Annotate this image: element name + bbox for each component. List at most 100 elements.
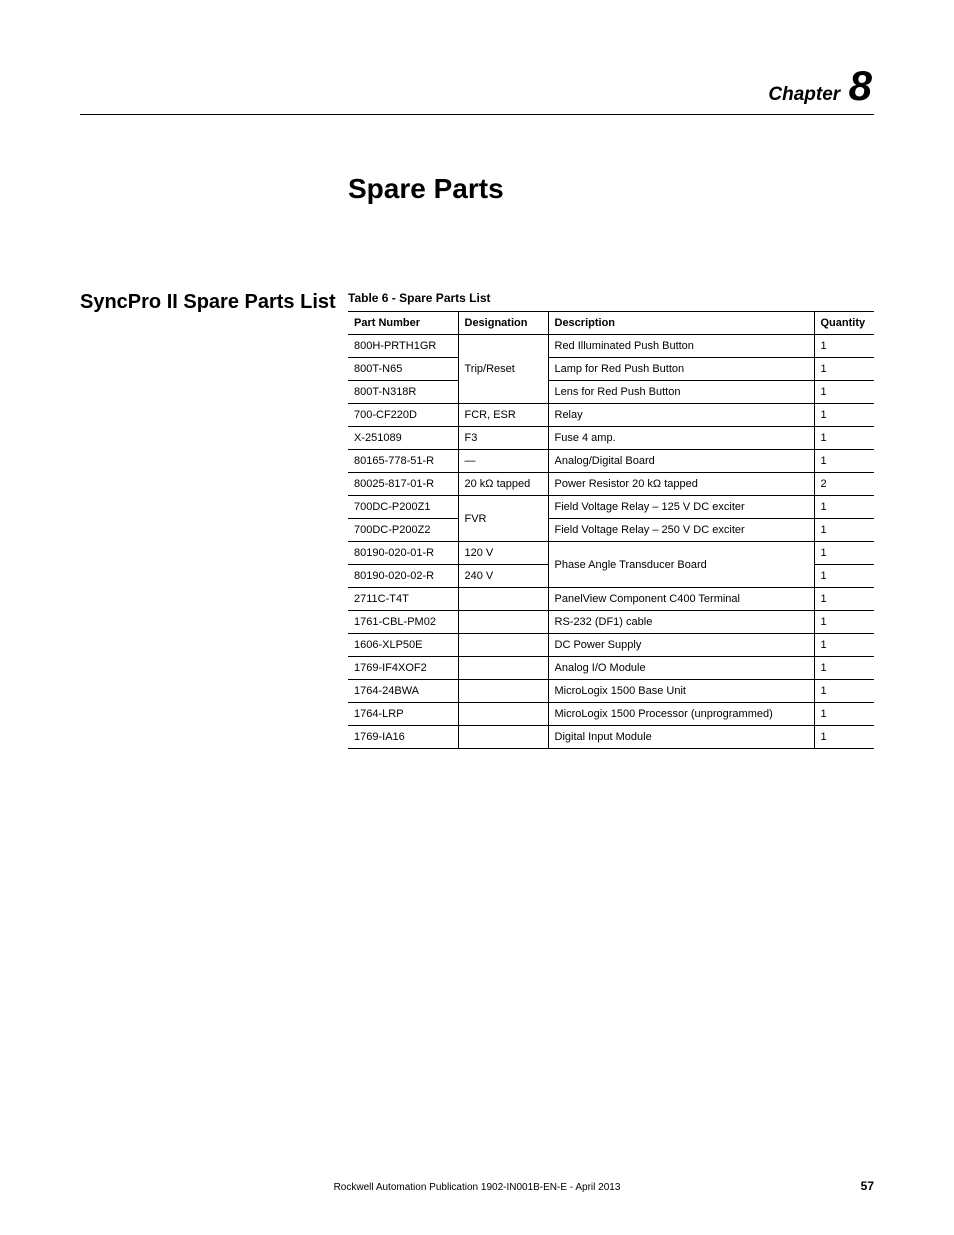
cell-description: Field Voltage Relay – 250 V DC exciter xyxy=(548,519,814,542)
cell-designation: F3 xyxy=(458,427,548,450)
table-body: 800H-PRTH1GRTrip/ResetRed Illuminated Pu… xyxy=(348,335,874,749)
cell-quantity: 1 xyxy=(814,611,874,634)
col-header-part: Part Number xyxy=(348,312,458,335)
cell-description: Lamp for Red Push Button xyxy=(548,358,814,381)
cell-part-number: 1761-CBL-PM02 xyxy=(348,611,458,634)
table-row: 80025-817-01-R20 kΩ tappedPower Resistor… xyxy=(348,473,874,496)
cell-quantity: 1 xyxy=(814,703,874,726)
cell-designation xyxy=(458,726,548,749)
table-row: 700DC-P200Z1FVRField Voltage Relay – 125… xyxy=(348,496,874,519)
table-row: 1769-IF4XOF2 Analog I/O Module1 xyxy=(348,657,874,680)
spare-parts-table: Part Number Designation Description Quan… xyxy=(348,311,874,749)
cell-description: Fuse 4 amp. xyxy=(548,427,814,450)
cell-description: Analog/Digital Board xyxy=(548,450,814,473)
cell-quantity: 1 xyxy=(814,588,874,611)
section-title: SyncPro II Spare Parts List xyxy=(80,291,348,313)
cell-description: Phase Angle Transducer Board xyxy=(548,542,814,588)
cell-part-number: X-251089 xyxy=(348,427,458,450)
cell-quantity: 1 xyxy=(814,542,874,565)
table-row: 800T-N318R Lens for Red Push Button1 xyxy=(348,381,874,404)
cell-designation: 240 V xyxy=(458,565,548,588)
table-row: 80165-778-51-R—Analog/Digital Board1 xyxy=(348,450,874,473)
cell-quantity: 1 xyxy=(814,496,874,519)
cell-designation: 120 V xyxy=(458,542,548,565)
cell-part-number: 80190-020-01-R xyxy=(348,542,458,565)
right-column: Table 6 - Spare Parts List Part Number D… xyxy=(348,291,874,749)
cell-quantity: 1 xyxy=(814,565,874,588)
cell-quantity: 1 xyxy=(814,358,874,381)
cell-description: MicroLogix 1500 Base Unit xyxy=(548,680,814,703)
cell-part-number: 1769-IF4XOF2 xyxy=(348,657,458,680)
cell-part-number: 1769-IA16 xyxy=(348,726,458,749)
table-row: 700-CF220DFCR, ESRRelay1 xyxy=(348,404,874,427)
cell-designation xyxy=(458,680,548,703)
cell-description: Relay xyxy=(548,404,814,427)
cell-part-number: 700-CF220D xyxy=(348,404,458,427)
cell-quantity: 1 xyxy=(814,450,874,473)
table-row: 800H-PRTH1GRTrip/ResetRed Illuminated Pu… xyxy=(348,335,874,358)
page-title: Spare Parts xyxy=(348,173,874,205)
table-row: X-251089F3Fuse 4 amp.1 xyxy=(348,427,874,450)
table-caption: Table 6 - Spare Parts List xyxy=(348,291,874,305)
chapter-number: 8 xyxy=(849,62,872,110)
cell-designation xyxy=(458,611,548,634)
cell-part-number: 800T-N318R xyxy=(348,381,458,404)
cell-quantity: 1 xyxy=(814,404,874,427)
chapter-header: Chapter 8 xyxy=(80,62,874,110)
cell-description: Red Illuminated Push Button xyxy=(548,335,814,358)
cell-quantity: 1 xyxy=(814,381,874,404)
cell-part-number: 700DC-P200Z2 xyxy=(348,519,458,542)
content-row: SyncPro II Spare Parts List Table 6 - Sp… xyxy=(80,291,874,749)
cell-description: Analog I/O Module xyxy=(548,657,814,680)
footer-publication: Rockwell Automation Publication 1902-IN0… xyxy=(80,1182,874,1193)
cell-description: Lens for Red Push Button xyxy=(548,381,814,404)
cell-designation xyxy=(458,657,548,680)
footer-page-number: 57 xyxy=(861,1179,874,1193)
cell-designation: FVR xyxy=(458,496,548,542)
cell-description: Power Resistor 20 kΩ tapped xyxy=(548,473,814,496)
cell-quantity: 1 xyxy=(814,519,874,542)
cell-designation xyxy=(458,588,548,611)
table-row: 1606-XLP50E DC Power Supply1 xyxy=(348,634,874,657)
page-root: Chapter 8 Spare Parts SyncPro II Spare P… xyxy=(0,0,954,1235)
table-row: 1769-IA16Digital Input Module1 xyxy=(348,726,874,749)
cell-part-number: 80165-778-51-R xyxy=(348,450,458,473)
table-row: 80190-020-01-R120 VPhase Angle Transduce… xyxy=(348,542,874,565)
cell-quantity: 1 xyxy=(814,726,874,749)
cell-description: DC Power Supply xyxy=(548,634,814,657)
cell-quantity: 2 xyxy=(814,473,874,496)
cell-part-number: 80190-020-02-R xyxy=(348,565,458,588)
cell-quantity: 1 xyxy=(814,634,874,657)
cell-part-number: 800H-PRTH1GR xyxy=(348,335,458,358)
cell-description: RS-232 (DF1) cable xyxy=(548,611,814,634)
cell-part-number: 80025-817-01-R xyxy=(348,473,458,496)
table-row: 2711C-T4T PanelView Component C400 Termin… xyxy=(348,588,874,611)
table-row: 800T-N65Lamp for Red Push Button1 xyxy=(348,358,874,381)
table-row: 1761-CBL-PM02 RS-232 (DF1) cable1 xyxy=(348,611,874,634)
col-header-designation: Designation xyxy=(458,312,548,335)
cell-quantity: 1 xyxy=(814,335,874,358)
table-row: 700DC-P200Z2 Field Voltage Relay – 250 V … xyxy=(348,519,874,542)
cell-part-number: 700DC-P200Z1 xyxy=(348,496,458,519)
cell-description: PanelView Component C400 Terminal xyxy=(548,588,814,611)
cell-part-number: 1606-XLP50E xyxy=(348,634,458,657)
header-rule xyxy=(80,114,874,115)
cell-part-number: 1764-24BWA xyxy=(348,680,458,703)
cell-quantity: 1 xyxy=(814,680,874,703)
cell-part-number: 2711C-T4T xyxy=(348,588,458,611)
cell-designation xyxy=(458,634,548,657)
cell-designation: FCR, ESR xyxy=(458,404,548,427)
chapter-label: Chapter xyxy=(768,84,840,106)
cell-quantity: 1 xyxy=(814,657,874,680)
page-footer: Rockwell Automation Publication 1902-IN0… xyxy=(80,1182,874,1193)
left-column: SyncPro II Spare Parts List xyxy=(80,291,348,313)
cell-designation xyxy=(458,703,548,726)
cell-description: Field Voltage Relay – 125 V DC exciter xyxy=(548,496,814,519)
col-header-description: Description xyxy=(548,312,814,335)
table-head: Part Number Designation Description Quan… xyxy=(348,312,874,335)
cell-designation: — xyxy=(458,450,548,473)
col-header-quantity: Quantity xyxy=(814,312,874,335)
cell-quantity: 1 xyxy=(814,427,874,450)
table-row: 1764-LRPMicroLogix 1500 Processor (unpro… xyxy=(348,703,874,726)
cell-designation: Trip/Reset xyxy=(458,335,548,404)
